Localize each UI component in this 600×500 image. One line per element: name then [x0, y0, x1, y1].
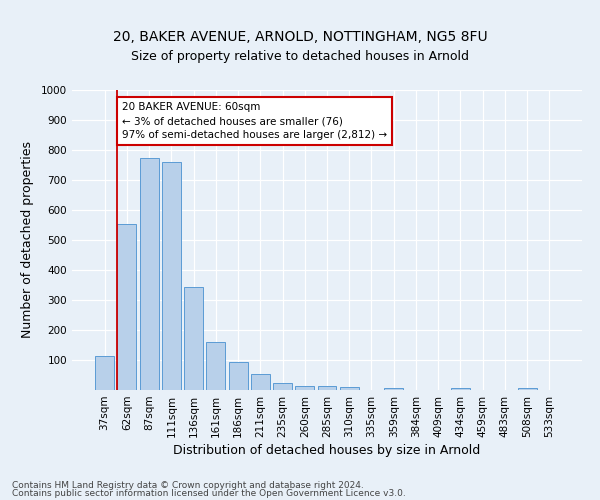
Text: 20, BAKER AVENUE, ARNOLD, NOTTINGHAM, NG5 8FU: 20, BAKER AVENUE, ARNOLD, NOTTINGHAM, NG…: [113, 30, 487, 44]
Bar: [95, 356, 114, 390]
Bar: [162, 162, 181, 390]
Bar: [518, 388, 536, 390]
Y-axis label: Number of detached properties: Number of detached properties: [21, 142, 34, 338]
Bar: [340, 387, 359, 390]
Bar: [184, 286, 203, 390]
Bar: [140, 158, 158, 390]
Bar: [251, 374, 270, 390]
Bar: [295, 386, 314, 390]
Text: Contains public sector information licensed under the Open Government Licence v3: Contains public sector information licen…: [12, 488, 406, 498]
Bar: [118, 224, 136, 390]
Bar: [384, 388, 403, 390]
Bar: [317, 386, 337, 390]
Bar: [206, 342, 225, 390]
Bar: [229, 362, 248, 390]
Text: Size of property relative to detached houses in Arnold: Size of property relative to detached ho…: [131, 50, 469, 63]
X-axis label: Distribution of detached houses by size in Arnold: Distribution of detached houses by size …: [173, 444, 481, 457]
Bar: [451, 388, 470, 390]
Text: Contains HM Land Registry data © Crown copyright and database right 2024.: Contains HM Land Registry data © Crown c…: [12, 481, 364, 490]
Text: 20 BAKER AVENUE: 60sqm
← 3% of detached houses are smaller (76)
97% of semi-deta: 20 BAKER AVENUE: 60sqm ← 3% of detached …: [122, 102, 387, 140]
Bar: [273, 384, 292, 390]
